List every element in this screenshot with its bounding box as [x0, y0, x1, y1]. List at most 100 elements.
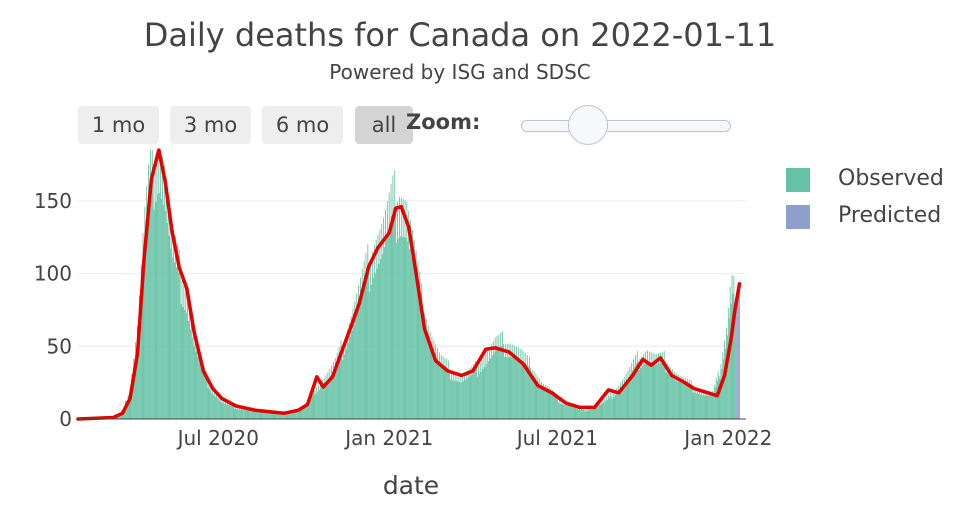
observed-bar [396, 242, 398, 419]
observed-bar [665, 372, 667, 419]
observed-bar [707, 395, 709, 419]
observed-bar [225, 401, 227, 419]
observed-bar [643, 353, 645, 419]
observed-bar [584, 411, 586, 419]
observed-bar [321, 380, 323, 419]
observed-bar [367, 244, 369, 419]
observed-bar [128, 397, 130, 419]
observed-bar [159, 192, 161, 419]
observed-bar [550, 388, 552, 419]
observed-bar [478, 374, 480, 419]
observed-bar [713, 392, 714, 419]
observed-bar [731, 274, 733, 419]
observed-bar [567, 405, 569, 419]
observed-bar [587, 408, 589, 419]
observed-bar [312, 394, 314, 419]
observed-bar [545, 390, 547, 419]
observed-bar [681, 376, 683, 419]
observed-bar [271, 411, 273, 419]
observed-bar [451, 380, 453, 419]
observed-bar [585, 409, 587, 419]
observed-bar [552, 390, 554, 419]
observed-bar [189, 305, 190, 419]
observed-bar [187, 295, 189, 419]
observed-bar [644, 364, 646, 419]
observed-bar [333, 361, 334, 419]
observed-bar [515, 358, 516, 419]
observed-bar [243, 409, 245, 419]
range-button-6-months[interactable]: 6 mo [262, 106, 343, 144]
observed-bar [125, 400, 127, 419]
observed-bar [565, 405, 567, 419]
observed-bar [612, 393, 614, 419]
observed-bar [678, 382, 680, 419]
observed-bar [276, 412, 278, 419]
observed-bar [169, 207, 171, 419]
observed-bar [440, 354, 442, 419]
observed-bar [619, 390, 621, 419]
observed-bar [477, 376, 478, 419]
observed-bar [289, 411, 291, 419]
zoom-label: Zoom: [406, 110, 481, 134]
observed-bar [715, 377, 717, 419]
observed-bar [692, 392, 694, 419]
observed-bar [706, 391, 708, 419]
observed-bar [427, 325, 429, 419]
observed-bar [280, 413, 281, 419]
observed-bar [604, 398, 606, 419]
y-tick-label: 50 [47, 334, 72, 358]
observed-bar [402, 199, 404, 419]
observed-bar [629, 366, 631, 419]
observed-bar [408, 210, 410, 419]
observed-bar [714, 387, 716, 419]
observed-bar [508, 344, 510, 419]
observed-bar [582, 410, 583, 419]
range-button-1-month[interactable]: 1 mo [78, 106, 159, 144]
observed-bar [445, 367, 447, 419]
observed-bar [137, 328, 139, 419]
observed-bar [281, 412, 282, 419]
observed-bar [255, 409, 257, 419]
observed-bar [662, 361, 664, 419]
axes: 0 50 100 150 Jul 2020 Jan 2021 Jul 2021 Jan 202… [34, 189, 773, 500]
observed-bar [593, 406, 595, 419]
observed-bar [442, 356, 444, 419]
observed-bar [721, 369, 723, 419]
observed-bar [470, 375, 472, 419]
observed-bar [129, 389, 131, 419]
range-button-all[interactable]: all [355, 106, 413, 144]
observed-bar [647, 350, 648, 419]
observed-bar [212, 389, 214, 419]
observed-bar [373, 245, 375, 419]
observed-bar [206, 379, 208, 419]
observed-bar [436, 358, 438, 419]
observed-bar [595, 405, 596, 419]
observed-bar [363, 261, 365, 419]
observed-bar [398, 238, 399, 419]
observed-bar [191, 337, 193, 419]
observed-bar [723, 359, 725, 419]
observed-bar [418, 290, 420, 419]
observed-bar [719, 378, 721, 419]
observed-bar [702, 391, 704, 419]
observed-bar [720, 364, 722, 419]
zoom-slider-handle[interactable] [568, 105, 608, 145]
observed-bar [223, 400, 225, 419]
observed-bar [504, 343, 506, 419]
observed-bar [378, 263, 380, 419]
predicted-bar [739, 283, 740, 419]
observed-bar [580, 410, 582, 419]
range-button-3-months[interactable]: 3 mo [170, 106, 251, 144]
observed-bar [424, 312, 425, 419]
observed-bar [234, 409, 236, 419]
observed-bar [328, 378, 330, 419]
observed-bar [376, 268, 378, 419]
observed-bar [306, 403, 307, 419]
observed-bar [489, 347, 490, 419]
observed-bar [459, 382, 461, 419]
observed-bar [672, 369, 673, 419]
observed-bar [257, 409, 259, 419]
observed-bar [703, 395, 705, 419]
observed-bar [141, 276, 143, 419]
observed-bar [455, 381, 457, 419]
